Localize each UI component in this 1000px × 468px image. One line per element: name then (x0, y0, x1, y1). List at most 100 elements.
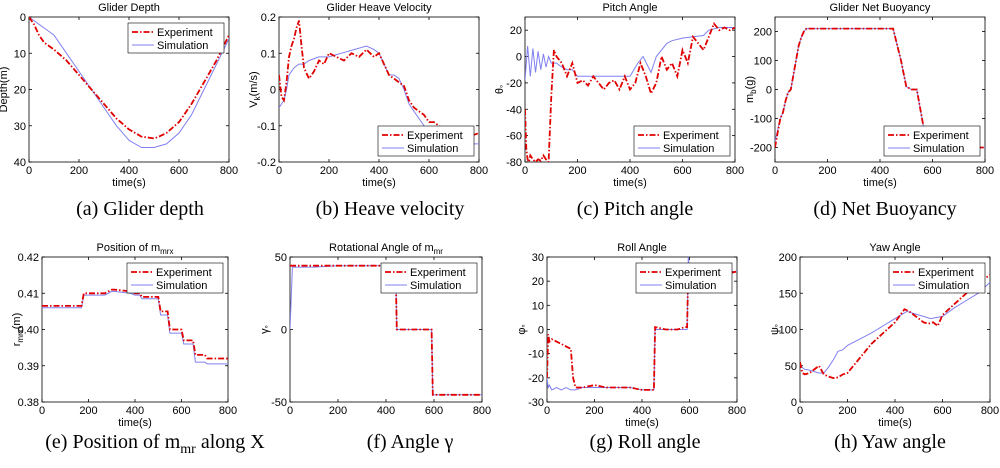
y-tick-label: 50 (275, 252, 287, 264)
series-simulation (29, 17, 229, 148)
y-tick-label: 30 (14, 121, 26, 133)
legend-box (380, 262, 478, 294)
y-tick-label: -50 (271, 397, 287, 409)
x-tick-label: 0 (276, 165, 282, 177)
legend-label-simulation: Simulation (913, 143, 964, 155)
legend-label-simulation: Simulation (157, 40, 208, 52)
y-tick-label: 200 (779, 252, 797, 264)
y-tick-label: 0 (516, 52, 522, 64)
x-tick-label: 0 (772, 165, 778, 177)
x-tick-label: 200 (329, 405, 347, 417)
y-tick-label: 0 (270, 85, 276, 97)
caption-h: (h) Yaw angle (834, 431, 946, 453)
legend-label-experiment: Experiment (665, 267, 721, 279)
caption-b: (b) Heave velocity (315, 198, 465, 220)
chart-title: Yaw Angle (869, 242, 920, 254)
y-tick-label: 0 (791, 397, 797, 409)
legend-box (633, 125, 731, 157)
chart-title: Glider Heave Velocity (326, 2, 432, 14)
x-tick-label: 200 (70, 165, 88, 177)
legend-label-simulation: Simulation (665, 280, 716, 292)
chart-5: 0 200 400 600 800 0.38 0.39 0.40 0.41 0.42 Positio… (11, 242, 237, 429)
x-tick-label: 200 (568, 165, 586, 177)
chart-8: 0 200 400 600 800 0 50 100 150 200 Yaw Angle time(s… (769, 242, 999, 429)
caption-d: (d) Net Buoyancy (813, 198, 957, 220)
x-tick-label: 600 (923, 165, 941, 177)
y-tick-label: -80 (506, 157, 522, 169)
x-tick-label: 600 (933, 405, 951, 417)
x-tick-label: 400 (370, 165, 388, 177)
x-tick-label: 400 (126, 405, 144, 417)
chart-title: Position of mmrx (97, 242, 174, 256)
chart-3: 0 200 400 600 800 -80 -60 -40 -20 0 20 Pitch Angle t… (494, 2, 744, 189)
chart-title: Rotational Angle of mmr (329, 242, 443, 256)
legend-box (126, 262, 224, 294)
x-tick-label: 600 (673, 165, 691, 177)
x-tick-label: 200 (838, 405, 856, 417)
y-tick-label: -30 (528, 397, 544, 409)
chart-title: Glider Net Buoyancy (830, 2, 931, 14)
series-experiment (42, 288, 228, 360)
x-tick-label: 400 (886, 405, 904, 417)
y-tick-label: 0.41 (18, 288, 39, 300)
x-tick-label: 0 (26, 165, 32, 177)
x-tick-label: 200 (320, 165, 338, 177)
chart-title: Glider Depth (98, 2, 160, 14)
legend-label-simulation: Simulation (156, 280, 207, 292)
chart-title: Roll Angle (617, 242, 667, 254)
y-tick-label: 0.1 (261, 48, 276, 60)
x-tick-label: 800 (726, 165, 744, 177)
y-tick-label: 10 (532, 300, 544, 312)
legend-box (127, 22, 225, 54)
y-tick-label: 30 (532, 252, 544, 264)
legend-label-simulation: Simulation (410, 280, 461, 292)
y-tick-label: 0.38 (18, 397, 39, 409)
legend-label-experiment: Experiment (918, 267, 974, 279)
y-tick-label: -100 (750, 114, 772, 126)
x-axis-label: time(s) (112, 177, 146, 189)
legend-label-experiment: Experiment (663, 130, 719, 142)
y-axis-label: Vk(m/s) (248, 71, 262, 107)
x-tick-label: 400 (120, 165, 138, 177)
y-axis-label: φ° (516, 324, 530, 334)
x-tick-label: 200 (79, 405, 97, 417)
x-tick-label: 400 (633, 405, 651, 417)
series-simulation (525, 27, 735, 81)
y-tick-label: 0.39 (18, 361, 39, 373)
y-tick-label: -40 (506, 104, 522, 116)
legend-label-experiment: Experiment (157, 27, 213, 39)
x-axis-label: time(s) (863, 177, 897, 189)
x-tick-label: 600 (680, 405, 698, 417)
y-tick-label: -0.2 (257, 157, 276, 169)
legend-box (635, 262, 733, 294)
x-tick-label: 800 (976, 165, 994, 177)
x-tick-label: 200 (818, 165, 836, 177)
caption-a: (a) Glider depth (76, 198, 204, 220)
legend-label-experiment: Experiment (410, 267, 466, 279)
x-tick-label: 0 (522, 165, 528, 177)
series-simulation (800, 282, 990, 374)
y-tick-label: 40 (14, 157, 26, 169)
x-tick-label: 600 (170, 165, 188, 177)
y-tick-label: 0.42 (18, 252, 39, 264)
chart-4: 0 200 400 600 800 -200 -100 0 100 200 Glider Net B… (744, 2, 994, 189)
caption-e-subscript: mr (180, 442, 196, 457)
y-axis-label: ψ° (769, 324, 783, 335)
legend-box (883, 125, 981, 157)
x-tick-label: 0 (287, 405, 293, 417)
series-experiment (525, 21, 735, 162)
y-tick-label: 0.2 (261, 12, 276, 24)
x-tick-label: 400 (871, 165, 889, 177)
x-tick-label: 800 (219, 405, 237, 417)
x-tick-label: 800 (728, 405, 746, 417)
chart-title: Pitch Angle (602, 2, 657, 14)
caption-c: (c) Pitch angle (576, 198, 694, 220)
series-experiment (29, 17, 229, 140)
